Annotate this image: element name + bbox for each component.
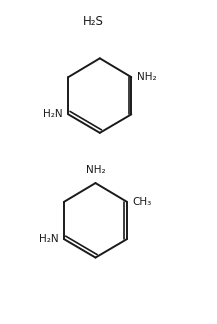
Text: NH₂: NH₂ [86,165,105,175]
Text: CH₃: CH₃ [132,197,152,207]
Text: NH₂: NH₂ [137,72,156,82]
Text: H₂S: H₂S [83,15,104,28]
Text: H₂N: H₂N [39,234,59,244]
Text: H₂N: H₂N [43,110,63,119]
